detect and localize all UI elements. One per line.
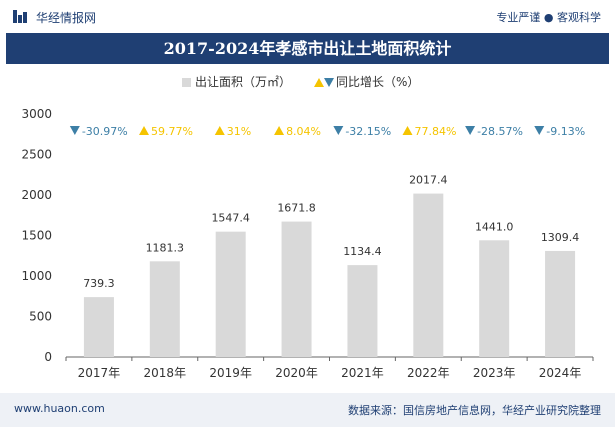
bar-value-label: 1181.3: [146, 241, 185, 254]
growth-up-triangle-icon: [139, 126, 150, 135]
footer-bar: www.huaon.com 数据来源：国信房地产信息网，华经产业研究院整理: [0, 393, 615, 427]
top-bar: 华经情报网 专业严谨 ● 客观科学: [0, 0, 615, 33]
y-tick-label: 2000: [21, 188, 52, 202]
growth-value-label: -28.57%: [477, 125, 523, 138]
y-tick-label: 2500: [21, 148, 52, 162]
bar: [215, 231, 246, 357]
legend-label-growth: 同比增长（%）: [336, 75, 420, 89]
growth-up-triangle-icon: [214, 126, 225, 135]
brand-logo-icon: [13, 10, 27, 23]
brand-name: 华经情报网: [36, 11, 97, 25]
legend-swatch-bar: [182, 78, 191, 87]
growth-value-label: -30.97%: [82, 125, 128, 138]
x-tick-label: 2024年: [539, 366, 582, 380]
chart-legend: 出让面积（万㎡） 同比增长（%）: [0, 73, 615, 91]
growth-value-label: -32.15%: [345, 125, 391, 138]
bar: [149, 261, 180, 357]
legend-item-growth: 同比增长（%）: [314, 73, 419, 91]
growth-value-label: 77.84%: [415, 125, 457, 138]
legend-label-area: 出让面积（万㎡）: [195, 75, 292, 89]
x-tick-label: 2022年: [407, 366, 450, 380]
legend-item-area: 出让面积（万㎡）: [182, 73, 291, 91]
growth-up-triangle-icon: [274, 126, 285, 135]
footer-url: www.huaon.com: [14, 402, 105, 415]
y-tick-label: 3000: [21, 107, 52, 121]
bar: [83, 297, 114, 357]
bar-value-label: 2017.4: [409, 174, 448, 187]
growth-value-label: 8.04%: [286, 125, 321, 138]
y-tick-label: 500: [29, 310, 52, 324]
x-tick-label: 2017年: [78, 366, 121, 380]
growth-down-triangle-icon: [465, 126, 476, 135]
growth-up-triangle-icon: [402, 126, 413, 135]
chart-title: 2017-2024年孝感市出让土地面积统计: [6, 33, 609, 64]
x-tick-label: 2020年: [275, 366, 318, 380]
bar-value-label: 1547.4: [211, 212, 250, 225]
x-tick-label: 2021年: [341, 366, 384, 380]
triangle-down-icon: [324, 78, 334, 87]
growth-down-triangle-icon: [333, 126, 344, 135]
x-tick-label: 2023年: [473, 366, 516, 380]
x-tick-label: 2018年: [144, 366, 187, 380]
y-tick-label: 1500: [21, 229, 52, 243]
growth-value-label: 31%: [227, 125, 251, 138]
y-tick-label: 0: [44, 350, 52, 364]
bar-chart: 0 500 1000 1500 2000 2500 3000 739.3 2017年 -30.97…: [21, 107, 594, 380]
bar: [281, 221, 312, 357]
bar: [545, 250, 576, 357]
y-tick-label: 1000: [21, 269, 52, 283]
bar-value-label: 1441.0: [475, 220, 514, 233]
bar: [413, 193, 444, 357]
growth-down-triangle-icon: [534, 126, 545, 135]
growth-value-label: -9.13%: [546, 125, 585, 138]
x-tick-label: 2019年: [209, 366, 252, 380]
bar: [479, 240, 510, 357]
bar-value-label: 1309.4: [541, 231, 580, 244]
tagline: 专业严谨 ● 客观科学: [496, 11, 601, 24]
bar-value-label: 739.3: [83, 277, 115, 290]
growth-value-label: 59.77%: [151, 125, 193, 138]
footer-source: 数据来源：国信房地产信息网，华经产业研究院整理: [348, 404, 601, 417]
bar-value-label: 1134.4: [343, 245, 382, 258]
triangle-up-icon: [314, 78, 324, 87]
bar-value-label: 1671.8: [277, 202, 316, 215]
bar: [347, 265, 378, 357]
growth-down-triangle-icon: [69, 126, 80, 135]
